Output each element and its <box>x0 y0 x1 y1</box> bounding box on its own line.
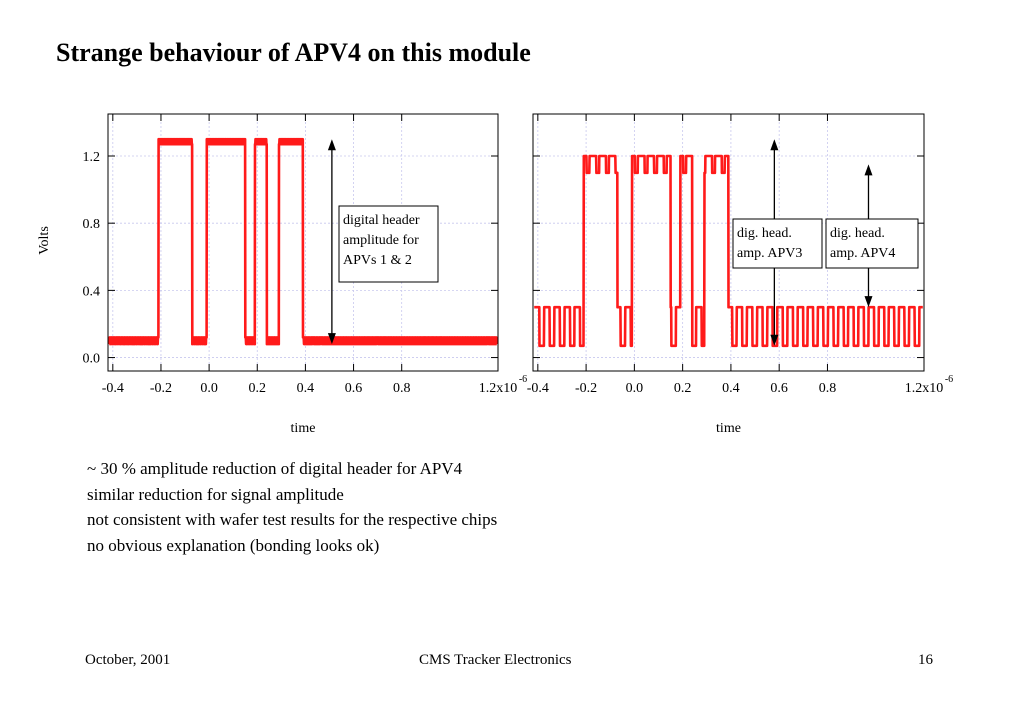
y-axis-title: Volts <box>37 226 52 255</box>
x-tick-label: -0.4 <box>102 381 124 396</box>
annotation-box <box>732 218 823 269</box>
x-tick-label: 0.2 <box>249 381 267 396</box>
arrow-head-up <box>770 139 779 151</box>
bullet-list: ~ 30 % amplitude reduction of digital he… <box>87 456 497 558</box>
x-tick-label: 0.2 <box>674 381 692 396</box>
bullet-item: ~ 30 % amplitude reduction of digital he… <box>87 459 463 478</box>
plot-frame <box>532 113 925 372</box>
annotation-text: digital header <box>343 213 420 228</box>
x-tick-label: 0.8 <box>393 381 411 396</box>
y-tick-label: 0.8 <box>83 217 101 232</box>
x-unit-label: 1.2x10 <box>479 381 518 396</box>
x-tick-label: 0.4 <box>722 381 740 396</box>
annotation-text: amp. APV3 <box>737 246 802 261</box>
x-tick-label: 0.0 <box>626 381 644 396</box>
footer-title: CMS Tracker Electronics <box>419 652 572 668</box>
signal-trace <box>108 137 498 346</box>
annotation-text: APVs 1 & 2 <box>343 253 412 268</box>
annotation-text: dig. head. <box>830 226 885 241</box>
x-exponent-label: -6 <box>519 374 527 385</box>
annotation-text: amplitude for <box>343 233 419 248</box>
annotation-text: dig. head. <box>737 226 792 241</box>
bullet-item: no obvious explanation (bonding looks ok… <box>87 535 380 555</box>
slide-title: Strange behaviour of APV4 on this module <box>56 38 531 67</box>
y-tick-label: 0.4 <box>83 284 101 299</box>
arrow-head-up <box>864 164 873 176</box>
arrow-head-down <box>770 334 779 346</box>
x-tick-label: -0.4 <box>527 381 549 396</box>
x-tick-label: -0.2 <box>150 381 172 396</box>
x-tick-label: 0.6 <box>345 381 363 396</box>
chart-right: -0.4 -0.2 0.0 0.2 0.4 0.6 0.8 1.2x10-6 time dig. … <box>527 113 953 436</box>
footer-date: October, 2001 <box>85 652 171 668</box>
chart-left: -0.4 -0.2 0.0 0.2 0.4 0.6 0.8 1.2x10-6 0.0 0.4 0.8… <box>37 113 527 436</box>
y-tick-label: 1.2 <box>83 150 101 165</box>
arrow-head-up <box>327 139 336 151</box>
x-tick-label: -0.2 <box>575 381 597 396</box>
y-tick-label: 0.0 <box>83 352 101 367</box>
x-tick-label: 0.0 <box>200 381 218 396</box>
annotation-box <box>338 205 439 283</box>
x-tick-label: 0.6 <box>770 381 788 396</box>
x-axis-title: time <box>291 421 316 436</box>
arrow-head-down <box>864 296 873 308</box>
bullet-item: similar reduction for signal amplitude <box>87 484 344 504</box>
x-axis-title: time <box>716 421 741 436</box>
x-tick-label: 0.8 <box>819 381 837 396</box>
plot-frame <box>107 113 499 372</box>
annotation-text: amp. APV4 <box>830 246 895 261</box>
x-exponent-label: -6 <box>945 374 953 385</box>
annotation-box <box>825 218 919 269</box>
x-unit-label: 1.2x10 <box>905 381 944 396</box>
footer-page-number: 16 <box>918 652 933 668</box>
x-tick-label: 0.4 <box>297 381 315 396</box>
arrow-head-down <box>327 333 336 345</box>
signal-trace <box>533 154 924 348</box>
bullet-item: not consistent with wafer test results f… <box>87 510 498 529</box>
